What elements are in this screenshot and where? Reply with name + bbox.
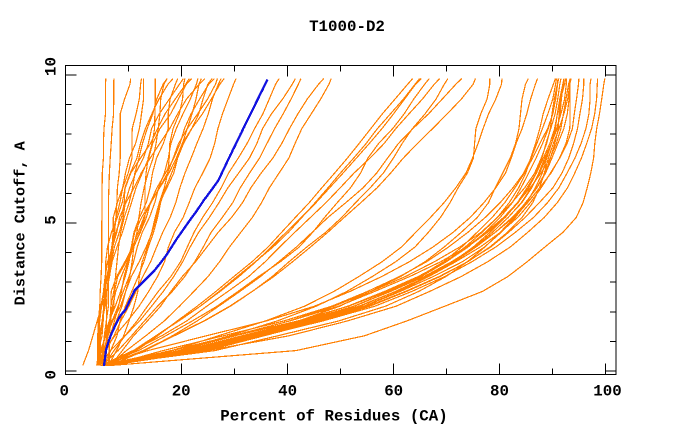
- svg-text:100: 100: [593, 382, 621, 400]
- svg-text:T1000-D2: T1000-D2: [309, 18, 385, 36]
- svg-text:60: 60: [384, 382, 403, 400]
- svg-text:80: 80: [490, 382, 509, 400]
- svg-text:10: 10: [42, 57, 60, 76]
- svg-text:0: 0: [60, 382, 69, 400]
- svg-text:20: 20: [172, 382, 191, 400]
- svg-text:Distance Cutoff, A: Distance Cutoff, A: [12, 140, 30, 305]
- svg-text:0: 0: [42, 370, 60, 379]
- svg-text:5: 5: [42, 215, 60, 224]
- svg-text:Percent of Residues (CA): Percent of Residues (CA): [220, 408, 448, 426]
- svg-text:40: 40: [278, 382, 297, 400]
